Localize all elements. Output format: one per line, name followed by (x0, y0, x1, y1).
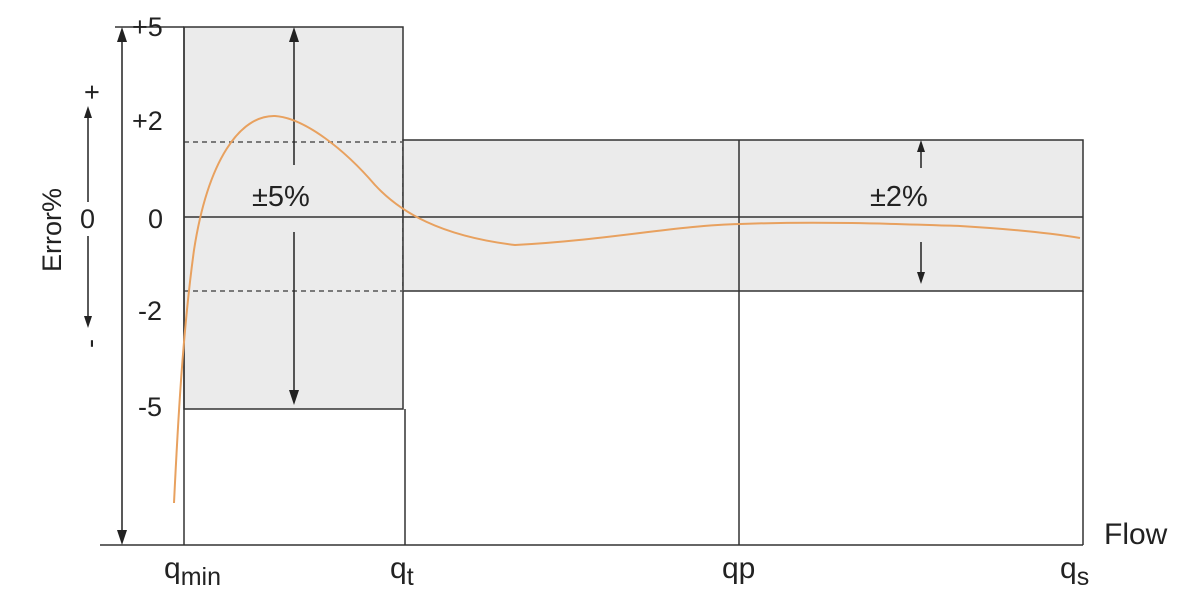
plus-sign-label: + (77, 84, 107, 100)
qt-label: qt (390, 552, 414, 591)
two-pct-arrow-bottom-head (917, 272, 925, 284)
tick-minus-five: -5 (138, 392, 162, 422)
zero-mark-label: 0 (80, 204, 95, 234)
y-axis-title: Error% (37, 188, 67, 272)
qt-base: q (390, 552, 407, 585)
two-pct-arrow-top-head (917, 140, 925, 152)
qmin-subscript: min (181, 563, 221, 591)
tick-plus-five: +5 (132, 12, 163, 42)
qs-base: q (1060, 552, 1077, 585)
flow-axis-title: Flow (1104, 518, 1168, 551)
qp-base: qp (722, 552, 755, 585)
minus-sign-label: - (75, 339, 105, 348)
qt-subscript: t (407, 563, 414, 591)
five-pct-arrow-bottom-head (289, 390, 299, 405)
tick-minus-two: -2 (138, 296, 162, 326)
high-flow-tolerance-label: ±2% (870, 181, 928, 213)
minus-direction-arrowhead (84, 316, 92, 328)
high-flow-tolerance-zone (402, 139, 1084, 292)
qp-label: qp (722, 552, 755, 585)
y-axis-top-arrowhead (117, 27, 127, 42)
qmin-label: qmin (164, 552, 221, 591)
qmin-base: q (164, 552, 181, 585)
tick-zero: 0 (148, 204, 163, 234)
low-flow-tolerance-label: ±5% (252, 181, 310, 213)
plus-direction-arrowhead (84, 106, 92, 118)
tick-plus-two: +2 (132, 106, 163, 136)
qs-label: qs (1060, 552, 1089, 591)
error-curve (173, 114, 1081, 504)
qs-subscript: s (1077, 563, 1090, 591)
five-pct-arrow-top-head (289, 27, 299, 42)
y-axis-bottom-arrowhead (117, 530, 127, 545)
